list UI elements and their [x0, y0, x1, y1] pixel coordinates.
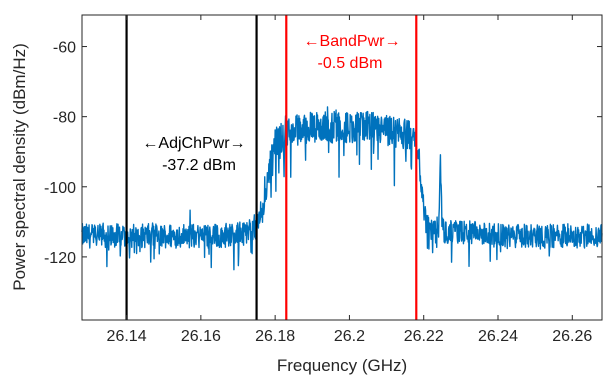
- plot-background: [82, 15, 602, 320]
- series-layer: [81, 106, 603, 271]
- x-tick-label: 26.26: [552, 328, 592, 345]
- y-axis-label: Power spectral density (dBm/Hz): [10, 43, 29, 291]
- plot-frame: [81, 14, 603, 321]
- ticks-layer: 26.14 26.16 26.18 26.2 26.22 26.24 26.26 -60 -80…: [44, 15, 602, 345]
- adjchpwr-annotation-value: -37.2 dBm: [162, 157, 236, 174]
- x-tick-label: 26.14: [107, 328, 147, 345]
- marker-layer: [125, 15, 418, 320]
- y-tick-label: -120: [44, 250, 76, 267]
- x-tick-label: 26.18: [255, 328, 295, 345]
- y-tick-label: -80: [53, 110, 76, 127]
- x-axis-label: Frequency (GHz): [277, 356, 407, 375]
- x-tick-label: 26.16: [181, 328, 221, 345]
- y-tick-label: -60: [53, 40, 76, 57]
- x-tick-label: 26.2: [334, 328, 365, 345]
- x-tick-label: 26.22: [404, 328, 444, 345]
- bandpwr-annotation-value: -0.5 dBm: [318, 55, 383, 72]
- psd-trace-0: [81, 106, 603, 271]
- x-tick-label: 26.24: [478, 328, 518, 345]
- y-tick-label: -100: [44, 180, 76, 197]
- bandpwr-annotation-label: ←BandPwr→: [304, 33, 401, 50]
- adjchpwr-annotation-label: ←AdjChPwr→: [142, 135, 245, 152]
